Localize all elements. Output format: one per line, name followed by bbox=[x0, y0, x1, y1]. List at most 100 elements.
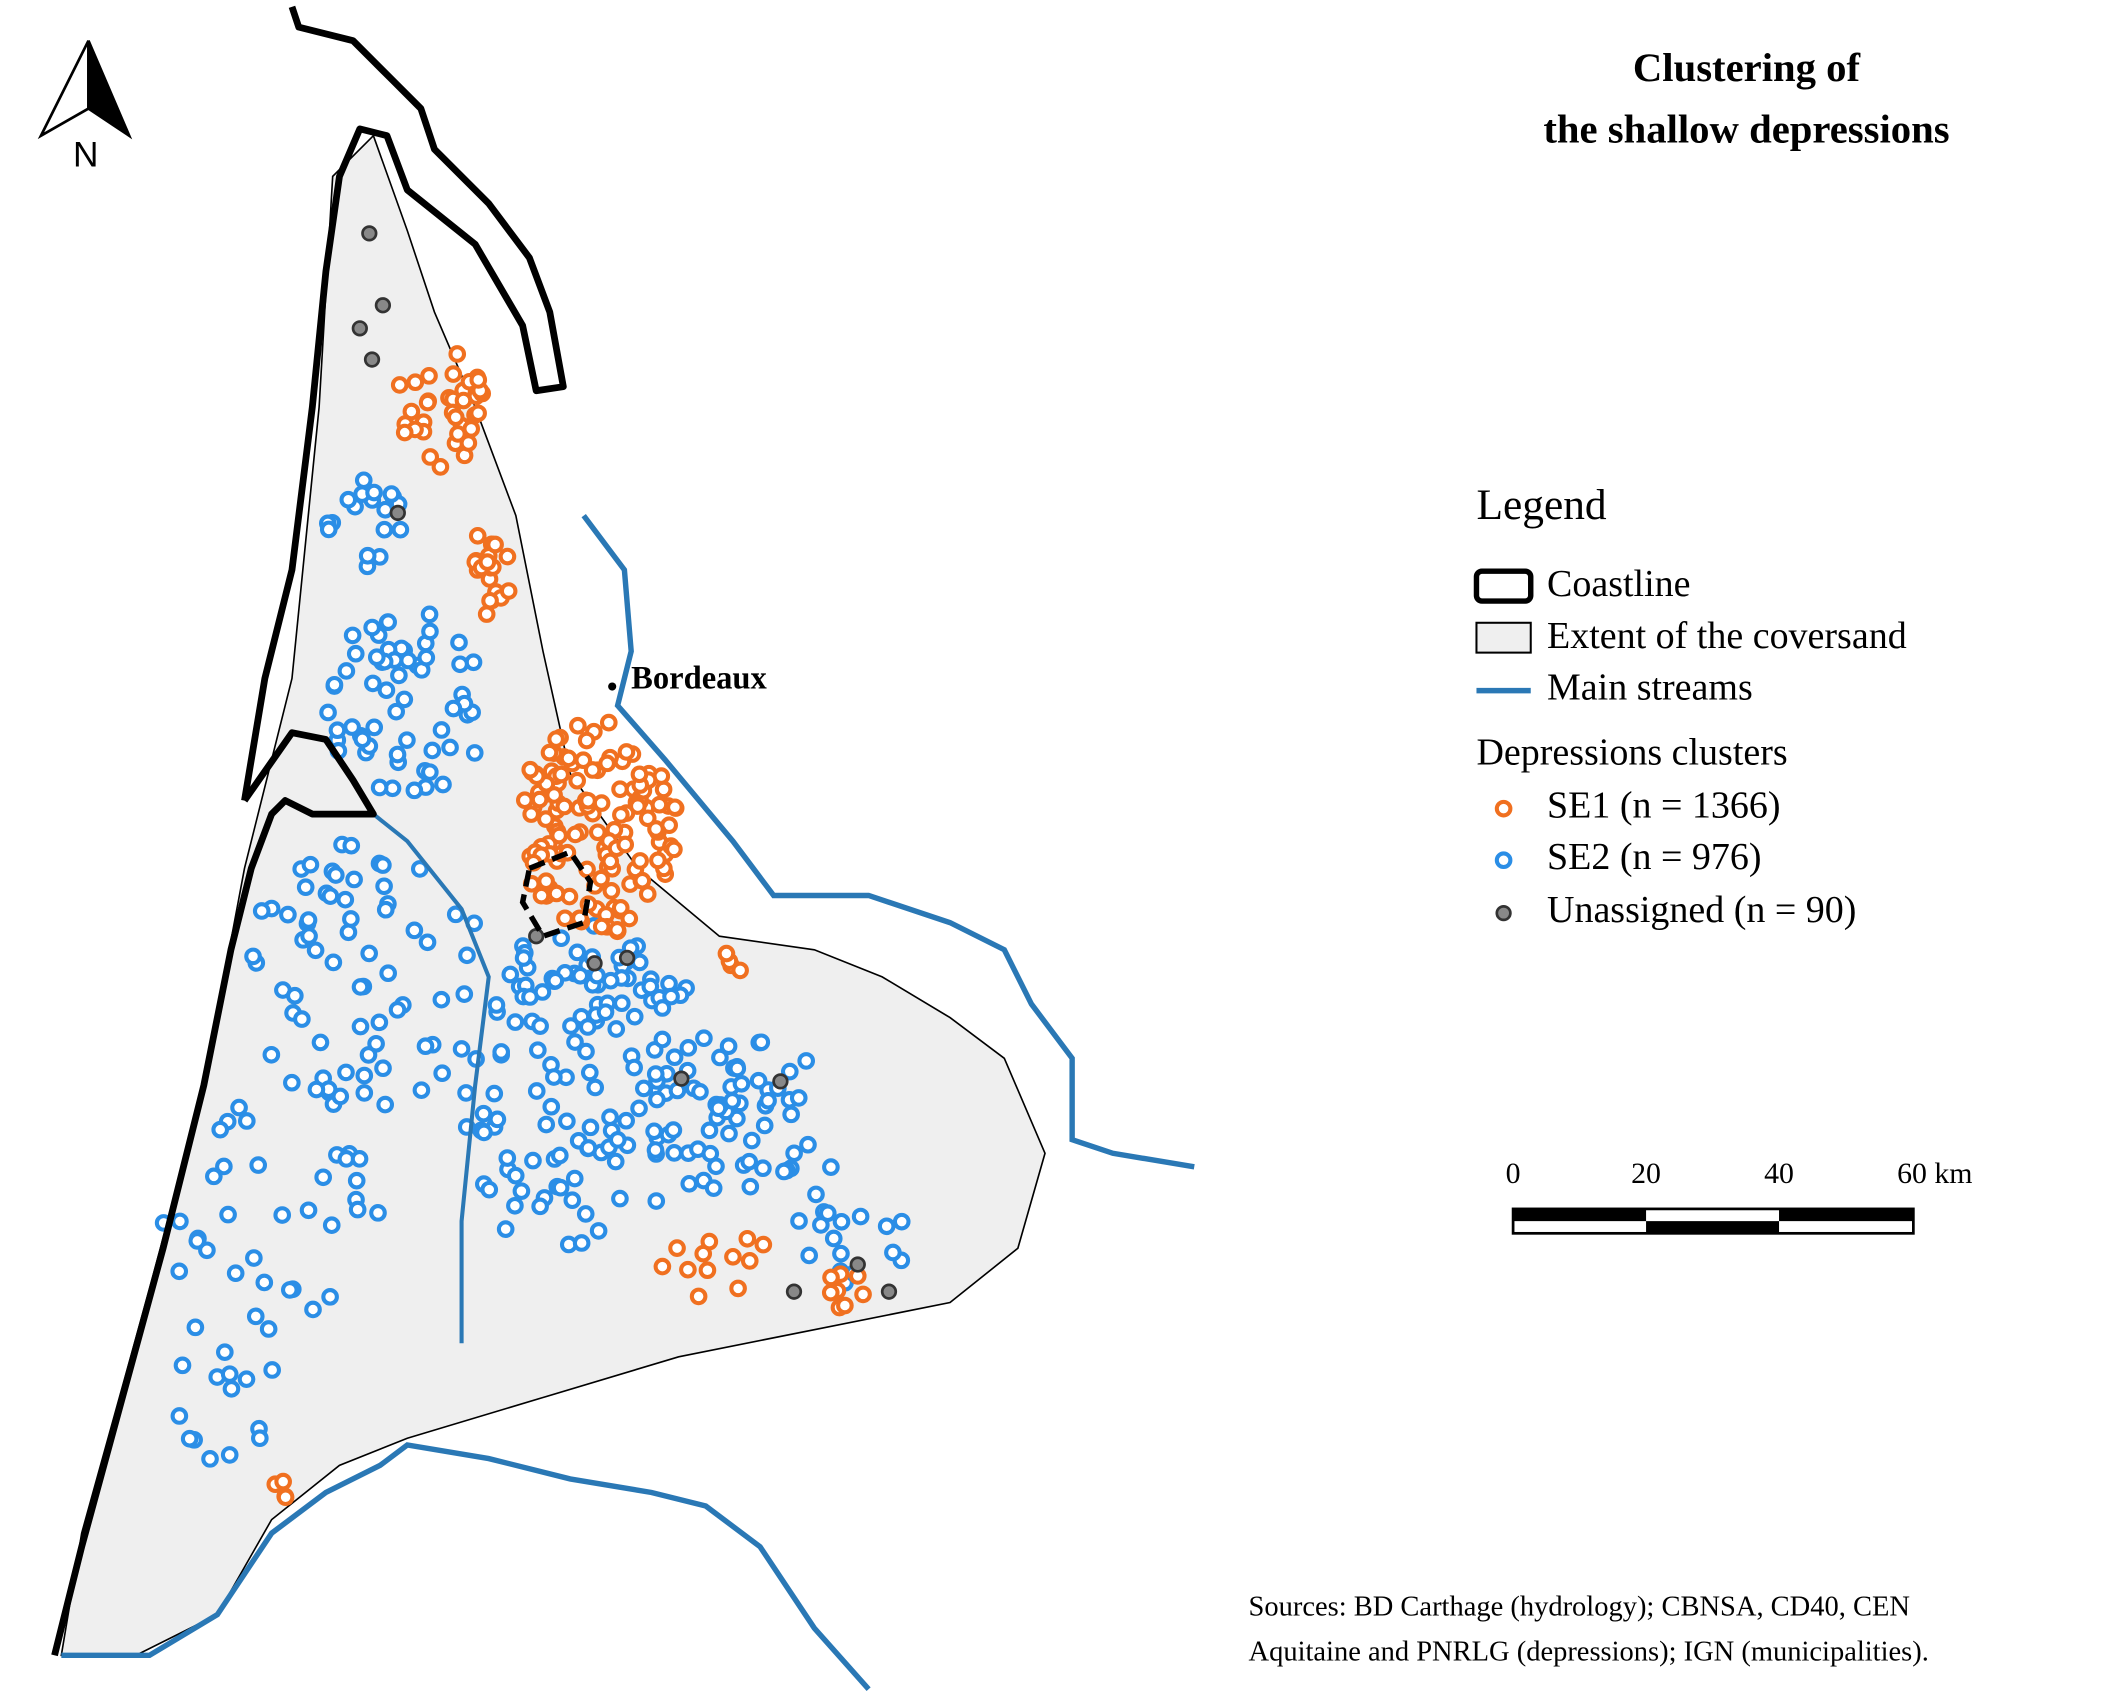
depression bbox=[700, 1121, 719, 1140]
depression bbox=[822, 1158, 840, 1176]
depression bbox=[455, 985, 474, 1003]
depression bbox=[892, 1212, 911, 1231]
depression bbox=[602, 882, 621, 900]
depression bbox=[350, 1150, 369, 1168]
study-area bbox=[519, 848, 594, 940]
depression bbox=[851, 1207, 870, 1226]
depression bbox=[348, 1200, 367, 1219]
depression bbox=[514, 949, 533, 967]
depression bbox=[884, 1243, 902, 1262]
depression bbox=[754, 1235, 773, 1254]
depression bbox=[740, 1152, 759, 1171]
depression bbox=[653, 999, 672, 1017]
depression bbox=[780, 1062, 799, 1081]
depression bbox=[188, 1232, 207, 1250]
depression bbox=[641, 977, 660, 996]
depression bbox=[617, 1111, 635, 1130]
depression bbox=[545, 1068, 563, 1086]
north-label: N bbox=[73, 136, 98, 175]
depression bbox=[306, 941, 325, 960]
depression bbox=[410, 860, 429, 878]
depression bbox=[836, 1296, 854, 1315]
depression bbox=[319, 520, 338, 539]
depression bbox=[601, 1108, 619, 1127]
depression bbox=[420, 605, 439, 624]
depression bbox=[531, 1197, 549, 1216]
depression bbox=[565, 1169, 584, 1188]
stream bbox=[581, 513, 1195, 1170]
depression bbox=[592, 869, 610, 888]
depression bbox=[363, 351, 381, 368]
depression bbox=[180, 1429, 199, 1448]
depression bbox=[488, 1110, 507, 1129]
depression bbox=[577, 731, 596, 750]
depression bbox=[571, 966, 590, 985]
depression bbox=[485, 1084, 504, 1103]
depression bbox=[559, 749, 578, 768]
depression bbox=[540, 743, 559, 762]
depression bbox=[211, 1120, 230, 1139]
depression bbox=[388, 745, 407, 764]
depression bbox=[689, 1287, 708, 1306]
depression bbox=[592, 794, 611, 812]
depression bbox=[237, 1370, 256, 1389]
scale-bar-segment bbox=[1513, 1208, 1647, 1222]
depression bbox=[589, 1222, 608, 1240]
depression bbox=[880, 1283, 898, 1300]
depression bbox=[171, 1212, 189, 1231]
legend-swatch bbox=[1495, 904, 1512, 922]
depression bbox=[345, 870, 363, 889]
depression bbox=[452, 1040, 471, 1058]
depression bbox=[501, 965, 520, 984]
depression bbox=[432, 990, 451, 1009]
depression bbox=[527, 1082, 546, 1100]
depression bbox=[245, 1249, 263, 1267]
depression bbox=[369, 1204, 387, 1222]
depression bbox=[606, 1152, 625, 1171]
depression bbox=[547, 884, 566, 903]
depression bbox=[487, 996, 506, 1014]
legend-item: SE1 (n = 1366) bbox=[1547, 784, 1781, 826]
depression bbox=[276, 1488, 295, 1507]
depression bbox=[680, 1174, 699, 1193]
depression bbox=[342, 910, 360, 928]
depression bbox=[522, 805, 541, 823]
coastline bbox=[241, 5, 567, 802]
north-arrow bbox=[87, 40, 133, 140]
scale-bar-segment bbox=[1779, 1208, 1914, 1222]
depression bbox=[255, 1273, 274, 1292]
depression bbox=[586, 1078, 605, 1097]
depression bbox=[325, 675, 344, 694]
depression bbox=[601, 852, 620, 871]
legend-item: SE2 (n = 976) bbox=[1547, 836, 1762, 878]
depression bbox=[598, 754, 616, 773]
depression bbox=[545, 786, 563, 804]
depression bbox=[665, 1048, 684, 1067]
depression bbox=[630, 765, 649, 784]
depression bbox=[625, 1007, 644, 1026]
legend-item: Coastline bbox=[1547, 563, 1690, 605]
depression bbox=[789, 1089, 808, 1107]
depression bbox=[532, 886, 551, 905]
depression bbox=[581, 1118, 600, 1137]
depression bbox=[618, 949, 636, 967]
depression bbox=[251, 1429, 269, 1448]
depression bbox=[728, 1059, 747, 1078]
depression bbox=[797, 1052, 816, 1070]
depression bbox=[754, 1159, 772, 1178]
depression bbox=[506, 1013, 525, 1031]
depression bbox=[576, 1205, 595, 1223]
scale-label: 0 bbox=[1506, 1157, 1521, 1190]
depression bbox=[252, 902, 271, 920]
depression bbox=[170, 1262, 189, 1281]
depression bbox=[459, 434, 478, 452]
depression bbox=[355, 1066, 374, 1085]
depression bbox=[648, 1090, 666, 1109]
depression bbox=[611, 1189, 629, 1208]
depression bbox=[486, 535, 504, 554]
depression bbox=[785, 1283, 803, 1300]
legend-swatch bbox=[1494, 851, 1513, 870]
depression bbox=[326, 866, 345, 884]
depression bbox=[259, 1320, 278, 1338]
